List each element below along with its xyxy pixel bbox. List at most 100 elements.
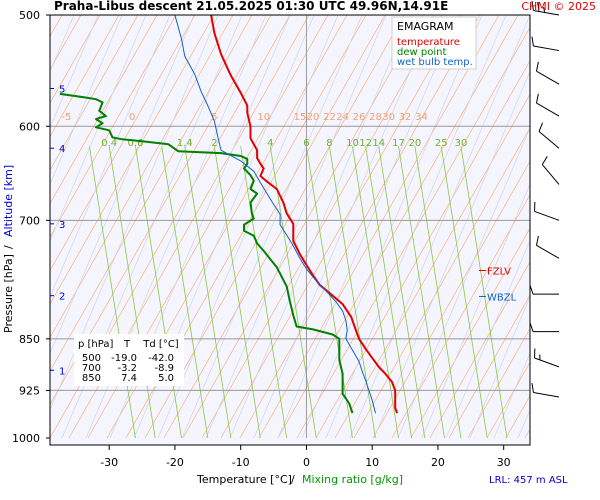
mixing-ratio-label: 20 <box>409 138 422 149</box>
temp-tick-label: 10 <box>365 456 379 469</box>
dry-adiabat <box>524 428 530 439</box>
dry-adiabat-label: 10 <box>257 112 270 123</box>
mixing-ratio-label: 4 <box>267 138 273 149</box>
temp-tick-label: -30 <box>100 456 118 469</box>
dry-adiabat <box>50 15 215 305</box>
x-axis-label-temperature: Temperature [°C] <box>196 473 292 486</box>
wind-barb <box>529 284 559 295</box>
pressure-tick-label: 600 <box>19 120 40 133</box>
y-axis-label-separator: / <box>2 245 15 249</box>
mixing-ratio-line <box>135 146 182 439</box>
saturated-adiabat <box>469 296 530 439</box>
dry-adiabat <box>239 15 481 439</box>
pressure-tick-label: 700 <box>19 214 40 227</box>
table-header-p: p [hPa] <box>78 339 113 350</box>
mixing-ratio-line <box>378 146 426 439</box>
dry-adiabat <box>563 15 600 438</box>
dry-adiabat-label: 15 <box>293 112 306 123</box>
mixing-ratio-line <box>398 146 445 439</box>
x-axis-label-mixing: Mixing ratio [g/kg] <box>302 473 403 486</box>
temp-tick-label: 20 <box>431 456 445 469</box>
mixing-ratio-line <box>329 146 376 439</box>
dry-adiabat <box>296 26 530 439</box>
dry-adiabat <box>50 15 272 406</box>
saturated-adiabat <box>157 15 339 439</box>
legend-dewpoint: dew point <box>397 47 446 58</box>
copyright: CHMI © 2025 <box>521 0 596 13</box>
profile-series <box>59 15 399 414</box>
summary-table-bg <box>74 334 184 386</box>
wind-barb <box>535 93 560 117</box>
x-axis-label-separator: / <box>291 473 295 486</box>
wind-barb <box>534 201 560 221</box>
dry-adiabat <box>182 15 424 439</box>
dry-adiabat <box>258 15 500 439</box>
series-temperature <box>210 15 399 414</box>
mixing-ratio-line <box>269 146 317 439</box>
mixing-ratio-line <box>161 146 209 439</box>
mixing-ratio-label: 12 <box>359 138 372 149</box>
mixing-ratio-line <box>460 146 508 439</box>
altitude-tick-label: 1 <box>59 366 65 377</box>
wind-barbs <box>529 1 560 398</box>
mixing-ratio-line <box>213 146 261 439</box>
saturated-adiabat <box>50 15 99 129</box>
saturated-adiabat <box>277 15 459 439</box>
temp-tick-label: 30 <box>497 456 511 469</box>
dry-adiabat <box>50 15 139 171</box>
series-dew-point <box>59 92 354 414</box>
theta-e-label: 28 <box>369 112 382 123</box>
summary-table: p [hPa] T Td [°C] 500 -19.0 -42.0 700 -3… <box>78 339 179 384</box>
mixing-ratio-line <box>414 146 462 439</box>
temp-tick-label: -10 <box>232 456 250 469</box>
dry-adiabat <box>201 15 443 439</box>
theta-e-label: 30 <box>382 112 395 123</box>
mixing-ratio-label: 1.4 <box>177 138 193 149</box>
theta-e-label: 22 <box>323 112 336 123</box>
legend-temperature: temperature <box>397 37 460 48</box>
saturated-adiabat <box>542 15 600 438</box>
wind-barb <box>535 61 560 85</box>
freezing-levels: FZLV WBZL <box>479 267 517 303</box>
dry-adiabat <box>144 15 386 439</box>
saturated-adiabat <box>301 15 483 439</box>
y-axis-label-pressure: Pressure [hPa] <box>2 254 15 333</box>
dry-adiabat-label: 0 <box>129 112 135 123</box>
mixing-ratio-label: 25 <box>435 138 448 149</box>
dry-adiabat <box>50 15 196 272</box>
mixing-ratio-label: 14 <box>372 138 385 149</box>
dry-adiabat <box>582 15 600 438</box>
pressure-tick-label: 500 <box>19 9 40 22</box>
table-header-t: T <box>123 339 131 350</box>
mixing-ratio-line <box>365 146 413 439</box>
theta-e-label: 20 <box>307 112 320 123</box>
chart-title: Praha-Libus descent 21.05.2025 01:30 UTC… <box>54 0 448 13</box>
dry-adiabat <box>429 261 530 439</box>
altitude-tick-label: 5 <box>59 85 65 96</box>
mixing-ratio-lines <box>89 146 508 439</box>
saturated-adiabat <box>50 15 147 242</box>
dry-adiabat <box>486 361 530 439</box>
wbzl-label: WBZL <box>487 292 517 303</box>
pressure-tick-label: 925 <box>19 384 40 397</box>
table-cell: 850 <box>82 373 101 384</box>
altitude-tick-label: 4 <box>59 144 65 155</box>
mixing-ratio-label: 0.4 <box>101 138 117 149</box>
pressure-tick-label: 850 <box>19 333 40 346</box>
isoline-labels: -5 0 5 10 15 20 22 24 26 28 30 32 340.4 0.6 1.4 2 4 6 8 10 1… <box>61 112 467 149</box>
saturated-adiabat <box>493 352 530 439</box>
dry-adiabat <box>50 15 101 104</box>
wind-barb <box>531 383 560 398</box>
saturated-adiabat <box>397 126 530 439</box>
table-cell: 5.0 <box>158 373 174 384</box>
table-cell: 7.4 <box>121 373 137 384</box>
dry-adiabat <box>220 15 462 439</box>
table-cell: -3.2 <box>117 363 137 374</box>
wind-barb <box>531 36 560 52</box>
saturated-adiabat <box>205 15 387 439</box>
temp-tick-label: 0 <box>303 456 310 469</box>
saturated-adiabat <box>181 15 363 439</box>
